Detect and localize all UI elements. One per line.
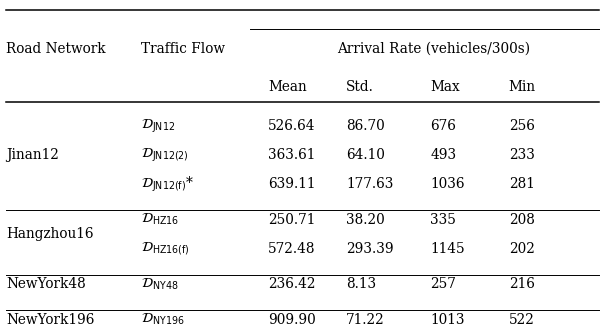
Text: 281: 281 [509, 177, 535, 192]
Text: $\mathcal{D}_{\mathrm{JN12}}$: $\mathcal{D}_{\mathrm{JN12}}$ [141, 117, 176, 135]
Text: 236.42: 236.42 [268, 277, 315, 291]
Text: $\mathcal{D}_{\mathrm{HZ16}}$: $\mathcal{D}_{\mathrm{HZ16}}$ [141, 212, 179, 227]
Text: 522: 522 [509, 312, 535, 327]
Text: 676: 676 [430, 119, 456, 133]
Text: 572.48: 572.48 [268, 242, 315, 256]
Text: 216: 216 [509, 277, 535, 291]
Text: $\mathcal{D}_{\mathrm{JN12(2)}}$: $\mathcal{D}_{\mathrm{JN12(2)}}$ [141, 146, 189, 164]
Text: Traffic Flow: Traffic Flow [141, 42, 226, 56]
Text: 909.90: 909.90 [268, 312, 315, 327]
Text: 233: 233 [509, 148, 535, 162]
Text: NewYork196: NewYork196 [6, 312, 95, 327]
Text: Hangzhou16: Hangzhou16 [6, 227, 93, 241]
Text: Std.: Std. [346, 80, 374, 94]
Text: $\mathcal{D}_{\mathrm{HZ16(f)}}$: $\mathcal{D}_{\mathrm{HZ16(f)}}$ [141, 241, 190, 257]
Text: 177.63: 177.63 [346, 177, 394, 192]
Text: Road Network: Road Network [6, 42, 105, 56]
Text: 64.10: 64.10 [346, 148, 385, 162]
Text: 86.70: 86.70 [346, 119, 385, 133]
Text: 493: 493 [430, 148, 456, 162]
Text: Jinan12: Jinan12 [6, 148, 59, 162]
Text: 71.22: 71.22 [346, 312, 385, 327]
Text: Mean: Mean [268, 80, 306, 94]
Text: 335: 335 [430, 213, 456, 227]
Text: $\mathcal{D}_{\mathrm{NY196}}$: $\mathcal{D}_{\mathrm{NY196}}$ [141, 312, 185, 327]
Text: 526.64: 526.64 [268, 119, 315, 133]
Text: 293.39: 293.39 [346, 242, 394, 256]
Text: 38.20: 38.20 [346, 213, 385, 227]
Text: 1145: 1145 [430, 242, 465, 256]
Text: 256: 256 [509, 119, 535, 133]
Text: 202: 202 [509, 242, 535, 256]
Text: 363.61: 363.61 [268, 148, 315, 162]
Text: 1036: 1036 [430, 177, 465, 192]
Text: 1013: 1013 [430, 312, 465, 327]
Text: 639.11: 639.11 [268, 177, 315, 192]
Text: Arrival Rate (vehicles/300s): Arrival Rate (vehicles/300s) [337, 42, 530, 56]
Text: 208: 208 [509, 213, 535, 227]
Text: $\mathcal{D}_{\mathrm{NY48}}$: $\mathcal{D}_{\mathrm{NY48}}$ [141, 277, 179, 292]
Text: $\mathcal{D}_{\mathrm{JN12(f)}}$*: $\mathcal{D}_{\mathrm{JN12(f)}}$* [141, 175, 194, 194]
Text: Min: Min [509, 80, 536, 94]
Text: Max: Max [430, 80, 460, 94]
Text: NewYork48: NewYork48 [6, 277, 85, 291]
Text: 250.71: 250.71 [268, 213, 315, 227]
Text: 8.13: 8.13 [346, 277, 376, 291]
Text: 257: 257 [430, 277, 456, 291]
